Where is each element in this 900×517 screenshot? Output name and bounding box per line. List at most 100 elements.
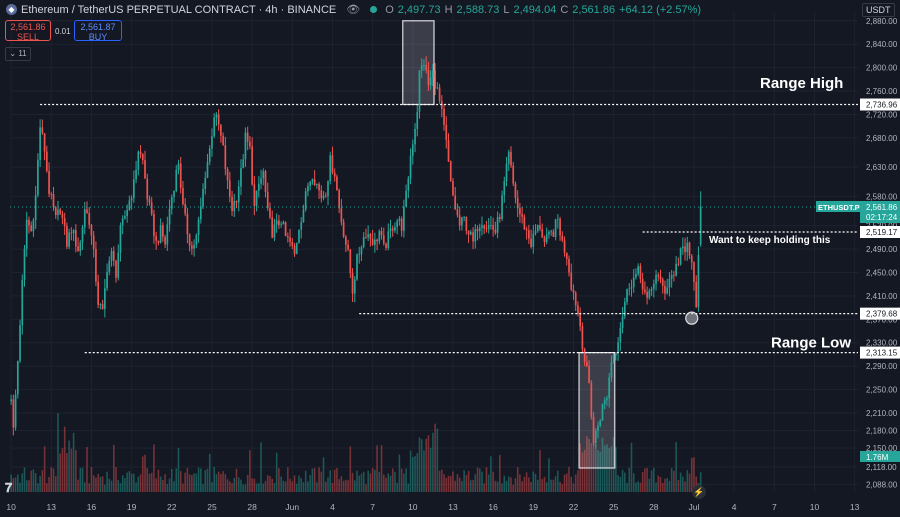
volume-bar (358, 475, 361, 492)
top-box (402, 20, 435, 106)
sell-button[interactable]: 2,561.86 SELL (5, 20, 51, 42)
volume-bar (83, 482, 86, 492)
candle-body (57, 209, 59, 216)
candle-body (95, 248, 97, 282)
eye-icon[interactable]: 👁 (346, 4, 361, 16)
candle-body (153, 213, 155, 237)
volume-bar (699, 472, 702, 492)
low-circle-marker (685, 311, 699, 325)
volume-bar (447, 475, 450, 492)
candle-body (324, 195, 327, 197)
volume-bar (229, 481, 231, 492)
candle-body (552, 231, 555, 237)
volume-bar (30, 470, 32, 492)
candle-body (284, 222, 287, 237)
candle-body (690, 255, 693, 263)
volume-bar (581, 452, 584, 492)
volume-bar (530, 482, 532, 492)
volume-bar (570, 476, 573, 492)
candle-body (565, 252, 568, 259)
candle-body (240, 168, 242, 187)
candle-body (25, 219, 28, 249)
volume-bar (505, 480, 508, 492)
candle-body (411, 144, 414, 156)
candle-body (103, 288, 106, 309)
volume-bar (403, 473, 405, 492)
volume-bar (628, 467, 631, 492)
candle-body (572, 289, 575, 293)
candle-body (333, 172, 336, 177)
candle-body (693, 262, 695, 282)
volume-bar (470, 480, 472, 492)
volume-bar (108, 478, 111, 492)
symbol-title[interactable]: Ethereum / TetherUS PERPETUAL CONTRACT ·… (21, 3, 337, 16)
volume-bar (331, 482, 334, 492)
candle-body (557, 218, 559, 220)
candle-body (657, 274, 660, 277)
candle-body (66, 225, 68, 247)
volume-bar (492, 471, 494, 492)
candle-body (394, 226, 396, 231)
candle-body (257, 183, 260, 191)
indicator-toggle[interactable]: ⌄ 11 (5, 47, 31, 61)
candle-body (369, 234, 372, 240)
candle-body (670, 275, 673, 279)
volume-bar (68, 440, 70, 492)
candle-body (677, 263, 680, 265)
volume-bar (124, 477, 126, 492)
level-price-tag (860, 98, 900, 111)
candle-body (329, 155, 332, 182)
volume-bar (282, 480, 285, 492)
candle-body (347, 244, 349, 250)
buy-button[interactable]: 2,561.87 BUY (74, 20, 122, 42)
volume-bar (162, 479, 164, 492)
volume-bar (289, 478, 291, 492)
candle-body (579, 313, 582, 327)
candle-body (597, 425, 599, 431)
volume-bar (365, 484, 367, 492)
range-high-text: Range High (760, 75, 843, 92)
lightning-icon[interactable]: ⚡ (692, 485, 706, 499)
y-tick-label: 2,118.00 (866, 463, 897, 472)
volume-bar (650, 470, 653, 492)
volume-bar (117, 479, 120, 492)
candle-body (652, 283, 655, 289)
volume-bar (512, 484, 515, 492)
high-key: H (444, 3, 453, 16)
volume-bar (280, 476, 282, 492)
volume-bar (695, 476, 697, 492)
candle-body (644, 289, 646, 293)
candle-body (443, 108, 445, 125)
y-tick-label: 2,800.00 (866, 64, 898, 73)
volume-bar (269, 476, 271, 492)
candle-body (327, 181, 329, 197)
volume-bar (619, 477, 622, 492)
x-tick-label: 25 (207, 502, 217, 512)
volume-bar (171, 468, 173, 492)
volume-label: 1.76M (866, 453, 889, 462)
candle-body (54, 207, 57, 216)
volume-bar (679, 472, 682, 492)
volume-bar (255, 483, 258, 492)
candle-body (338, 190, 341, 209)
volume-bar (432, 432, 434, 492)
candle-body (206, 161, 209, 178)
tradingview-logo-icon[interactable]: 𝟕 (5, 480, 13, 495)
volume-bar (420, 439, 423, 492)
candle-body (19, 325, 21, 361)
currency-selector[interactable]: USDT (862, 3, 895, 17)
candle-body (467, 230, 470, 235)
candle-body (244, 132, 247, 160)
volume-bar (304, 470, 307, 492)
volume-bar (641, 472, 644, 492)
hold-text: Want to keep holding this (709, 235, 831, 246)
candle-body (186, 213, 189, 235)
price-axis: 2,880.00 2,840.00 2,800.00 2,760.00 2,720.00… (816, 0, 900, 517)
candle-body (675, 263, 677, 276)
volume-bar (414, 456, 416, 492)
candle-body (465, 216, 468, 231)
volume-bar (63, 426, 66, 492)
candle-countdown: 02:17:24 (866, 213, 898, 222)
level-price-tag (860, 225, 900, 238)
